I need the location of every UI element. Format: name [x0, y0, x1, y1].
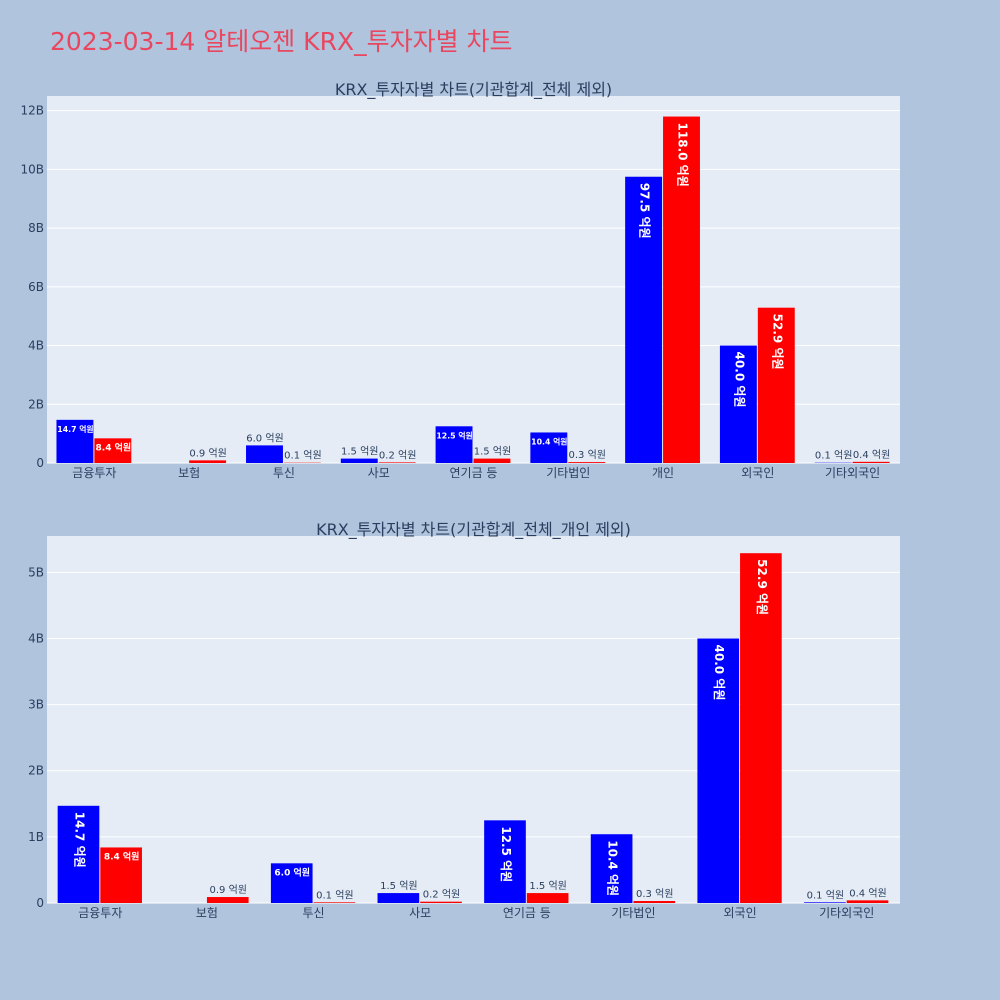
bar-label: 97.5 억원 — [638, 183, 652, 239]
bar-label: 1.5 억원 — [341, 446, 378, 458]
y-tick-label: 5B — [28, 565, 44, 579]
bar — [100, 847, 142, 903]
x-tick-label: 금융투자 — [78, 906, 122, 920]
bar-label: 14.7 억원 — [57, 424, 93, 434]
bar-label: 0.1 억원 — [807, 889, 844, 901]
bar-label: 14.7 억원 — [72, 812, 86, 868]
bar-label: 6.0 억원 — [246, 432, 283, 444]
bar-label: 0.9 억원 — [210, 884, 247, 896]
bar — [378, 462, 416, 463]
bar — [57, 805, 100, 903]
y-tick-label: 0 — [36, 896, 44, 910]
x-tick-label: 기타외국인 — [825, 466, 880, 480]
bar-label: 0.3 억원 — [636, 888, 673, 900]
x-tick-label: 보험 — [196, 906, 218, 920]
bar — [377, 893, 420, 903]
bar-label: 0.2 억원 — [423, 889, 460, 901]
bar — [663, 116, 700, 463]
bar-label: 1.5 억원 — [529, 880, 566, 892]
x-tick-label: 외국인 — [741, 466, 774, 480]
bar — [94, 438, 132, 463]
bar — [697, 638, 740, 903]
bar-label: 52.9 억원 — [755, 559, 769, 615]
y-tick-label: 2B — [28, 764, 44, 778]
bar-label: 0.9 억원 — [189, 447, 226, 459]
y-tick-label: 4B — [28, 631, 44, 645]
y-tick-label: 4B — [28, 339, 44, 353]
bar-label: 52.9 억원 — [770, 314, 784, 370]
bar-label: 6.0 억원 — [274, 866, 310, 878]
bar-label: 10.4 억원 — [606, 840, 620, 896]
bar — [804, 902, 846, 903]
bar — [340, 458, 378, 463]
x-tick-label: 사모 — [409, 906, 431, 920]
x-tick-label: 기타외국인 — [819, 906, 874, 920]
x-tick-label: 사모 — [368, 466, 390, 480]
bar — [484, 820, 526, 903]
x-tick-label: 보험 — [178, 466, 200, 480]
bar-label: 8.4 억원 — [104, 850, 140, 862]
bar-label: 12.5 억원 — [499, 826, 513, 882]
x-tick-label: 외국인 — [724, 906, 757, 920]
bar-label: 1.5 억원 — [380, 880, 417, 892]
chart-1: 0 2B 4B 6B 8B 10B 12B KRX_투자자별 차트(기관합계_전체 제외) 14… — [20, 80, 900, 480]
x-tick-label: 투신 — [303, 906, 325, 920]
bar-label: 0.1 억원 — [284, 450, 321, 462]
bar — [846, 900, 889, 903]
chart-title: KRX_투자자별 차트(기관합계_전체_개인 제외) — [316, 520, 631, 540]
bar — [852, 461, 890, 463]
y-tick-label: 3B — [28, 698, 44, 712]
bar-label: 118.0 억원 — [676, 123, 690, 187]
bar — [719, 345, 757, 463]
bar — [270, 863, 313, 903]
bar-label: 1.5 억원 — [474, 446, 511, 458]
y-tick-label: 10B — [20, 162, 44, 176]
bar-label: 10.4 억원 — [531, 436, 567, 446]
bar — [757, 307, 795, 463]
y-tick-label: 12B — [20, 104, 44, 118]
bar — [526, 893, 569, 903]
x-tick-label: 기타법인 — [611, 906, 655, 920]
bar — [473, 458, 511, 463]
bar-label: 40.0 억원 — [712, 644, 726, 700]
x-tick-label: 연기금 등 — [503, 906, 551, 920]
bar — [56, 419, 94, 463]
bar — [435, 426, 473, 463]
bar — [420, 901, 462, 903]
chart-2: 0 1B 2B 3B 4B 5B KRX_투자자별 차트(기관합계_전체_개인 제외) 14.… — [28, 520, 900, 920]
bar — [313, 902, 356, 903]
bar — [625, 176, 663, 464]
y-tick-label: 6B — [28, 280, 44, 294]
y-tick-label: 1B — [28, 830, 44, 844]
x-tick-label: 투신 — [273, 466, 295, 480]
bar-label: 0.1 억원 — [316, 889, 353, 901]
x-tick-label: 금융투자 — [72, 466, 116, 480]
bar-label: 40.0 억원 — [732, 352, 746, 408]
bar — [246, 445, 283, 463]
bar — [189, 460, 227, 463]
y-tick-label: 2B — [28, 397, 44, 411]
x-tick-label: 연기금 등 — [450, 466, 498, 480]
bar — [206, 897, 249, 903]
bar-label: 0.1 억원 — [815, 450, 852, 462]
bar-label: 8.4 억원 — [96, 441, 132, 453]
x-tick-label: 기타법인 — [546, 466, 590, 480]
bar-label: 0.3 억원 — [568, 449, 605, 461]
y-tick-label: 0 — [36, 456, 44, 470]
y-tick-label: 8B — [28, 221, 44, 235]
bar — [590, 834, 633, 903]
page-title: 2023-03-14 알테오젠 KRX_투자자별 차트 — [50, 27, 513, 56]
x-tick-label: 개인 — [652, 466, 674, 480]
bar-label: 0.4 억원 — [853, 449, 890, 461]
bar — [568, 462, 606, 463]
bar-label: 12.5 억원 — [436, 430, 472, 440]
bar — [633, 901, 676, 903]
bar-label: 0.4 억원 — [849, 887, 886, 899]
bar-label: 0.2 억원 — [379, 449, 416, 461]
bar — [740, 553, 782, 903]
bar — [530, 432, 568, 463]
chart-title: KRX_투자자별 차트(기관합계_전체 제외) — [335, 80, 612, 100]
